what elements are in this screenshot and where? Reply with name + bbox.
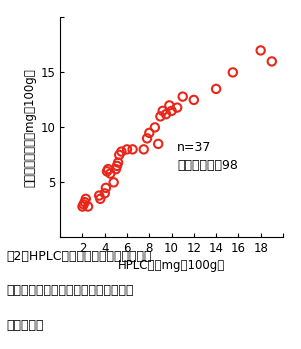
Point [108, 171, 113, 176]
Y-axis label: 簡易迅速定量法（mg／100g）: 簡易迅速定量法（mg／100g） [23, 68, 36, 187]
Point [153, 125, 157, 130]
Point [104, 169, 109, 174]
Point [98, 196, 103, 202]
Point [113, 166, 118, 172]
Point [214, 86, 219, 92]
Point [115, 163, 119, 169]
Point [258, 47, 263, 53]
Point [82, 199, 87, 205]
Point [104, 185, 108, 191]
Point [175, 105, 180, 110]
Point [119, 149, 124, 154]
Point [106, 166, 110, 172]
Point [269, 59, 274, 64]
X-axis label: HPLC法（mg／100g）: HPLC法（mg／100g） [118, 259, 225, 272]
Point [191, 97, 196, 103]
Point [83, 196, 88, 202]
Text: n=37: n=37 [177, 141, 212, 154]
Point [167, 103, 172, 108]
Text: の相関: の相関 [6, 319, 44, 332]
Point [130, 147, 135, 152]
Text: 法と簡易迅速定量法による定量値: 法と簡易迅速定量法による定量値 [6, 284, 134, 297]
Point [116, 160, 120, 165]
Point [147, 130, 152, 136]
Point [97, 193, 102, 198]
Point [180, 94, 185, 99]
Point [141, 147, 146, 152]
Text: 相関係数０．98: 相関係数０．98 [177, 159, 238, 172]
Point [145, 135, 150, 141]
Point [158, 113, 163, 119]
Point [102, 191, 107, 196]
Point [156, 141, 161, 147]
Point [81, 201, 86, 207]
Text: 図2　HPLCを用いた妥当性の高い定量: 図2 HPLCを用いた妥当性の高い定量 [6, 250, 151, 262]
Point [169, 108, 174, 114]
Point [80, 204, 85, 209]
Point [117, 152, 122, 158]
Point [125, 147, 129, 152]
Point [111, 179, 116, 185]
Point [231, 70, 235, 75]
Point [164, 111, 169, 117]
Point [86, 204, 91, 209]
Point [160, 108, 165, 114]
